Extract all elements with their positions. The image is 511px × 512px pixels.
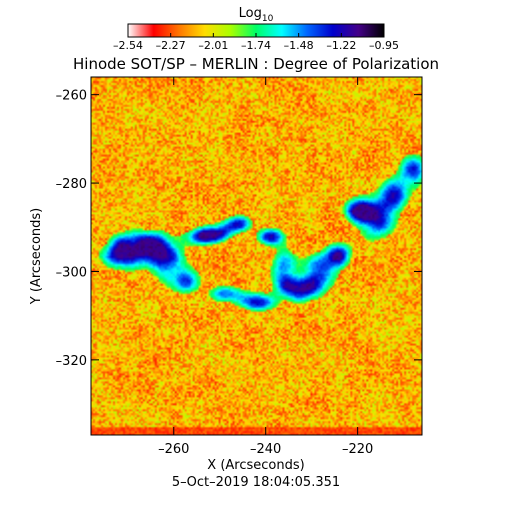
colorbar-label-base: Log	[239, 6, 262, 21]
y-axis-label: Y (Arcseconds)	[29, 208, 44, 305]
timestamp-footer: 5–Oct–2019 18:04:05.351	[172, 475, 340, 490]
colorbar-label-sub: 10	[262, 14, 274, 24]
colorbar-tick-label: –2.27	[156, 39, 186, 52]
y-tick-label: –280	[56, 177, 87, 192]
colorbar-tick-label: –2.54	[113, 39, 143, 52]
y-tick-label: –320	[56, 354, 87, 369]
colorbar-label: Log10	[239, 6, 274, 24]
x-tick-label: –240	[250, 442, 281, 457]
x-axis-label: X (Arcseconds)	[207, 458, 304, 473]
y-tick-label: –260	[56, 89, 87, 104]
x-axis-ticks: –260 –240 –220	[158, 77, 373, 457]
x-tick-label: –220	[342, 442, 373, 457]
x-tick-label: –260	[158, 442, 189, 457]
colorbar-tick-label: –2.01	[198, 39, 228, 52]
colorbar-tick-label: –1.48	[284, 39, 314, 52]
heatmap-image	[91, 77, 422, 435]
colorbar-tick-label: –1.74	[241, 39, 271, 52]
colorbar-ticks: –2.54 –2.27 –2.01 –1.74 –1.48 –1.22 –0.95	[113, 33, 399, 52]
colorbar-tick-label: –0.95	[369, 39, 399, 52]
chart-title: Hinode SOT/SP – MERLIN : Degree of Polar…	[73, 55, 439, 73]
plot-frame	[90, 76, 423, 436]
y-axis-ticks: –260 –280 –300 –320	[56, 89, 422, 369]
colorbar-tick-label: –1.22	[326, 39, 356, 52]
y-tick-label: –300	[56, 265, 87, 280]
